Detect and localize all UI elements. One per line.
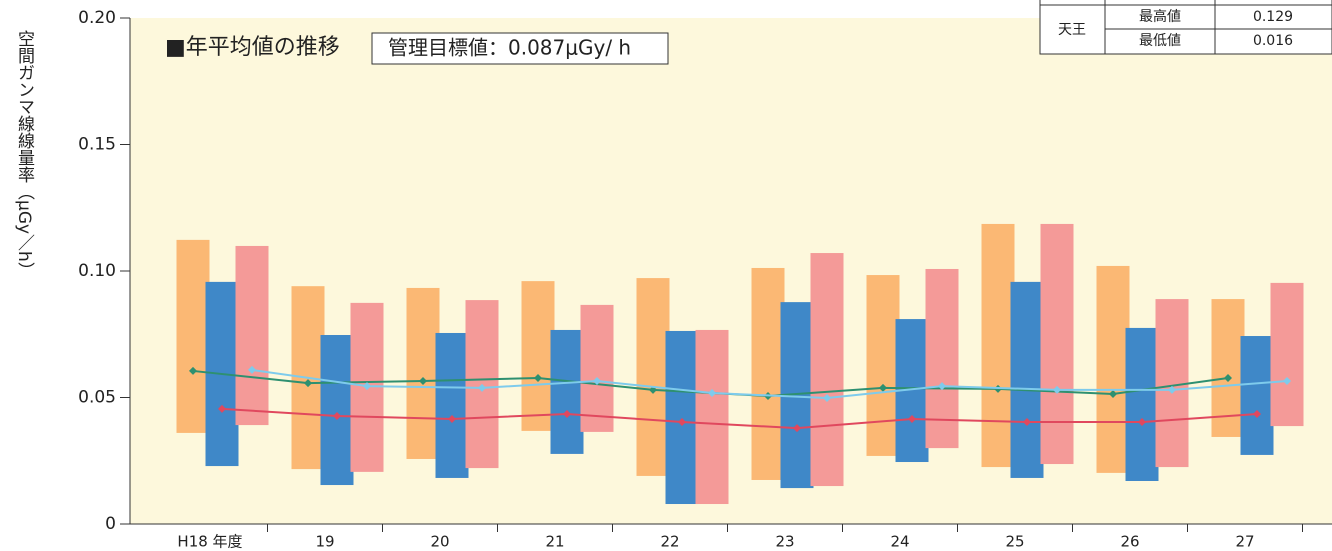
average-point <box>1138 418 1146 427</box>
range-bar <box>1010 281 1044 478</box>
range-bar <box>1211 299 1245 437</box>
average-line <box>251 368 1288 400</box>
x-tick-label: 25 <box>1005 533 1024 551</box>
average-point <box>823 394 831 403</box>
range-bar <box>636 278 670 476</box>
range-bar <box>1096 265 1130 473</box>
average-point <box>1023 418 1031 427</box>
average-point <box>189 366 197 375</box>
range-bar <box>235 245 269 426</box>
table-cell: 0.129 <box>1253 9 1293 25</box>
average-point <box>593 377 601 386</box>
x-tick-label: 26 <box>1120 533 1139 551</box>
range-bar <box>810 253 844 487</box>
range-bar <box>550 329 584 454</box>
x-tick-label: 20 <box>430 533 449 551</box>
average-point <box>908 415 916 424</box>
average-point <box>793 424 801 433</box>
x-tick-label: 22 <box>660 533 679 551</box>
y-tick-label: 0.20 <box>78 8 116 28</box>
average-point <box>419 377 427 386</box>
average-point <box>248 365 256 374</box>
range-bar <box>320 335 354 486</box>
average-point <box>448 415 456 424</box>
table-station: 天王 <box>1058 22 1086 38</box>
range-bar <box>1040 223 1074 465</box>
y-tick-label: 0.15 <box>78 135 116 155</box>
average-point <box>1109 389 1117 398</box>
y-tick-label: 0.10 <box>78 261 116 281</box>
range-bar <box>1155 299 1189 468</box>
range-bar <box>1125 327 1159 481</box>
range-bar <box>866 275 900 456</box>
average-point <box>218 404 226 413</box>
x-tick-label: 27 <box>1235 533 1254 551</box>
average-point <box>1253 409 1261 418</box>
x-tick-label: 21 <box>545 533 564 551</box>
range-bar <box>406 287 440 459</box>
annotation-box <box>371 32 669 65</box>
average-line <box>221 407 1258 430</box>
average-point <box>1283 377 1291 386</box>
chart-title: ■年平均値の推移 <box>165 35 340 60</box>
average-point <box>1053 385 1061 394</box>
average-point <box>879 383 887 392</box>
average-point <box>1224 374 1232 383</box>
range-bar <box>665 330 699 505</box>
x-tick-label: H18 年度 <box>177 533 242 551</box>
y-axis-label: 空間ガンマ線線量率（μGy／h） <box>14 30 35 279</box>
y-tick-label: 0.05 <box>78 388 116 408</box>
range-bar <box>925 268 959 449</box>
table: 天王 最高値 0.129 最低値 0.016 <box>1039 0 1332 55</box>
range-bar <box>580 304 614 432</box>
table-cell: 最低値 <box>1139 33 1181 49</box>
range-bar <box>1240 336 1274 455</box>
average-point <box>708 388 716 397</box>
average-point <box>1168 385 1176 394</box>
range-bar <box>1270 282 1304 427</box>
average-point <box>938 382 946 391</box>
range-bar <box>435 332 469 478</box>
average-point <box>304 379 312 388</box>
range-bar <box>751 267 785 480</box>
x-tick-label: 24 <box>890 533 909 551</box>
x-tick-label: 23 <box>775 533 794 551</box>
x-tick-label: 19 <box>315 533 334 551</box>
average-point <box>333 411 341 420</box>
table-frame <box>1039 0 1332 55</box>
range-bar <box>981 223 1015 468</box>
table-cell: 0.016 <box>1253 33 1293 49</box>
annotation: 管理目標値：0.087μGy/ h <box>388 36 631 60</box>
average-point <box>363 382 371 391</box>
average-point <box>478 383 486 392</box>
y-tick-label: 0 <box>105 514 116 534</box>
average-point <box>534 374 542 383</box>
average-point <box>678 418 686 427</box>
average-point <box>563 409 571 418</box>
table-cell: 最高値 <box>1139 8 1181 25</box>
range-bar <box>695 329 729 505</box>
range-bar <box>176 239 210 433</box>
range-bar <box>521 281 555 431</box>
